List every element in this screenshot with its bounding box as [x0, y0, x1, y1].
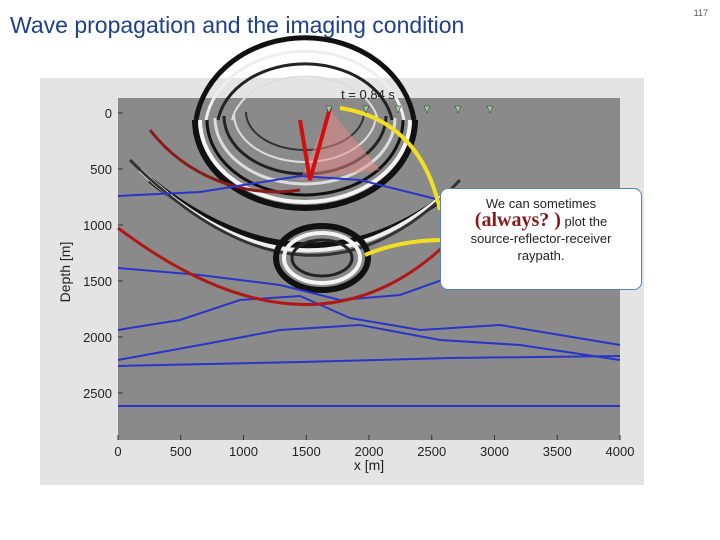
x-tick-label: 0	[114, 444, 121, 459]
y-tick-label: 1000	[83, 218, 112, 233]
y-tick-label: 1500	[83, 274, 112, 289]
y-tick-label: 2500	[83, 386, 112, 401]
slide-title: Wave propagation and the imaging conditi…	[10, 12, 465, 38]
callout-line: We can sometimes	[485, 196, 597, 211]
reflector-path	[117, 226, 462, 306]
x-tick-label: 4000	[606, 444, 635, 459]
x-tick-label: 2500	[417, 444, 446, 459]
callout: We can sometimes (always? ) plot the sou…	[440, 188, 642, 290]
callout-line: raypath.	[517, 248, 565, 263]
x-tick-label: 3500	[543, 444, 572, 459]
y-tick-label: 500	[90, 162, 112, 177]
x-tick-label: 1000	[229, 444, 258, 459]
y-tick-label: 0	[105, 106, 112, 121]
x-axis-label: x [m]	[354, 457, 384, 473]
x-tick-label: 1500	[292, 444, 321, 459]
y-axis-label: Depth [m]	[57, 242, 73, 303]
page-number: 117	[693, 8, 708, 18]
x-tick-label: 2000	[355, 444, 384, 459]
callout-line: source-reflector-receiver	[470, 231, 612, 246]
callout-emphasis: (always? )	[474, 209, 561, 231]
arrows	[339, 106, 446, 257]
receivers	[325, 105, 494, 114]
callout-line: plot the	[564, 214, 608, 229]
y-tick-label: 2000	[83, 330, 112, 345]
ray-fan	[300, 110, 380, 180]
x-tick-label: 500	[170, 444, 192, 459]
x-tick-label: 3000	[480, 444, 509, 459]
time-label: t = 0.84 s	[341, 87, 395, 102]
raypath	[298, 107, 332, 181]
